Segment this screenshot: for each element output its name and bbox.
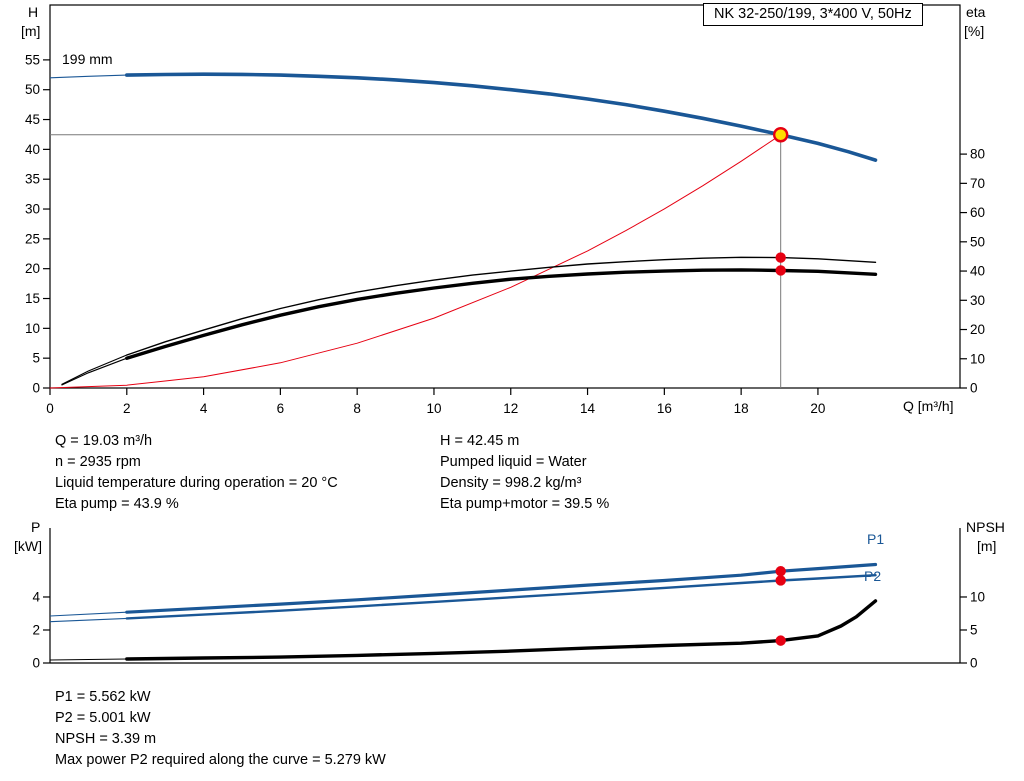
svg-text:40: 40 bbox=[25, 142, 40, 157]
pump-title-box: NK 32-250/199, 3*400 V, 50Hz bbox=[703, 3, 923, 26]
svg-text:4: 4 bbox=[32, 589, 40, 604]
axis-ticks: 0 5 10 15 20 25 30 35 40 45 50 55 0 10 20 30 40 50 60 70 80 0… bbox=[25, 52, 985, 416]
system-curve bbox=[49, 134, 782, 389]
svg-text:30: 30 bbox=[25, 202, 40, 217]
svg-text:2: 2 bbox=[123, 401, 131, 416]
svg-text:20: 20 bbox=[810, 401, 825, 416]
duty-dot bbox=[775, 635, 786, 646]
svg-text:80: 80 bbox=[970, 147, 985, 162]
svg-text:10: 10 bbox=[25, 321, 40, 336]
npsh-curve bbox=[125, 599, 878, 661]
axis-ticks: 0 2 4 0 5 10 bbox=[32, 589, 985, 670]
svg-text:5: 5 bbox=[970, 622, 978, 637]
svg-text:12: 12 bbox=[503, 401, 518, 416]
svg-text:70: 70 bbox=[970, 176, 985, 191]
info-line-q: Q = 19.03 m³/h bbox=[55, 433, 153, 449]
p1-curve-lead bbox=[49, 611, 127, 617]
eta-pump-curve bbox=[126, 256, 877, 356]
svg-text:50: 50 bbox=[25, 82, 40, 97]
h-axis-label: H bbox=[28, 4, 39, 20]
npsh-axis-unit: [m] bbox=[977, 538, 997, 554]
svg-text:0: 0 bbox=[970, 656, 978, 671]
info-line-h: H = 42.45 m bbox=[440, 433, 520, 449]
svg-text:8: 8 bbox=[353, 401, 361, 416]
svg-text:14: 14 bbox=[580, 401, 596, 416]
svg-text:5: 5 bbox=[32, 351, 40, 366]
duty-dot bbox=[775, 252, 786, 263]
svg-text:10: 10 bbox=[970, 589, 985, 604]
duty-point-crosshair bbox=[50, 134, 782, 388]
svg-text:6: 6 bbox=[277, 401, 285, 416]
power-npsh-chart: 0 2 4 0 5 10 bbox=[32, 528, 985, 671]
info-line-eta-pump: Eta pump = 43.9 % bbox=[55, 496, 179, 512]
info-line-density: Density = 998.2 kg/m³ bbox=[440, 475, 582, 491]
info-line-npsh: NPSH = 3.39 m bbox=[55, 731, 157, 747]
info-line-maxp2: Max power P2 required along the curve = … bbox=[55, 752, 386, 768]
svg-text:45: 45 bbox=[25, 112, 40, 127]
svg-text:50: 50 bbox=[970, 234, 985, 249]
info-line-p2: P2 = 5.001 kW bbox=[55, 710, 151, 726]
qh-eta-chart: 0 5 10 15 20 25 30 35 40 45 50 55 0 10 20 30 40 50 60 70 80 0… bbox=[25, 4, 985, 416]
npsh-curve-lead bbox=[49, 658, 127, 661]
svg-text:10: 10 bbox=[426, 401, 441, 416]
svg-text:55: 55 bbox=[25, 52, 40, 67]
eta-pump-motor-curve bbox=[125, 268, 878, 360]
duty-dot bbox=[775, 575, 786, 586]
svg-text:15: 15 bbox=[25, 291, 40, 306]
svg-text:25: 25 bbox=[25, 231, 40, 246]
eta-axis-unit: [%] bbox=[964, 23, 985, 39]
p2-curve bbox=[125, 574, 877, 620]
svg-text:20: 20 bbox=[25, 261, 40, 276]
svg-text:40: 40 bbox=[970, 264, 985, 279]
info-line-p1: P1 = 5.562 kW bbox=[55, 689, 151, 705]
duty-data-right-column: H = 42.45 m Pumped liquid = Water Densit… bbox=[440, 431, 609, 515]
info-line-liquid: Pumped liquid = Water bbox=[440, 454, 587, 470]
head-curve-199mm bbox=[125, 72, 878, 162]
plot-frame bbox=[49, 4, 961, 389]
head-curve-199mm-lead bbox=[49, 74, 127, 79]
impeller-diameter-label: 199 mm bbox=[62, 51, 113, 67]
p-axis-unit: [kW] bbox=[14, 538, 42, 554]
q-axis-label: Q [m³/h] bbox=[903, 398, 954, 414]
duty-dot bbox=[775, 265, 786, 276]
p2-curve-label: P2 bbox=[864, 568, 882, 584]
svg-text:30: 30 bbox=[970, 293, 985, 308]
svg-text:4: 4 bbox=[200, 401, 208, 416]
svg-text:16: 16 bbox=[657, 401, 672, 416]
eta-pump-motor-curve-lead bbox=[61, 357, 127, 386]
svg-text:10: 10 bbox=[970, 351, 985, 366]
power-data-block: P1 = 5.562 kW P2 = 5.001 kW NPSH = 3.39 … bbox=[55, 687, 386, 771]
svg-text:18: 18 bbox=[734, 401, 749, 416]
plot-frame bbox=[49, 528, 961, 664]
svg-text:0: 0 bbox=[970, 381, 978, 396]
svg-text:0: 0 bbox=[32, 381, 40, 396]
p1-curve-label: P1 bbox=[867, 531, 885, 547]
eta-pump-curve-lead bbox=[61, 354, 128, 385]
info-line-temp: Liquid temperature during operation = 20… bbox=[55, 475, 338, 491]
svg-text:60: 60 bbox=[970, 205, 985, 220]
svg-text:2: 2 bbox=[32, 622, 40, 637]
svg-text:0: 0 bbox=[46, 401, 54, 416]
p-axis-label: P bbox=[31, 519, 41, 535]
duty-dot bbox=[775, 566, 786, 577]
npsh-axis-label: NPSH bbox=[966, 519, 1005, 535]
p1-curve bbox=[125, 562, 878, 614]
svg-text:35: 35 bbox=[25, 172, 40, 187]
svg-text:20: 20 bbox=[970, 322, 985, 337]
eta-axis-label: eta bbox=[966, 4, 986, 20]
info-line-n: n = 2935 rpm bbox=[55, 454, 141, 470]
p2-curve-lead bbox=[49, 617, 127, 623]
h-axis-unit: [m] bbox=[21, 23, 41, 39]
info-line-eta-pump-motor: Eta pump+motor = 39.5 % bbox=[440, 496, 610, 512]
svg-text:0: 0 bbox=[32, 656, 40, 671]
duty-point-marker bbox=[772, 127, 789, 143]
duty-data-left-column: Q = 19.03 m³/h n = 2935 rpm Liquid tempe… bbox=[55, 431, 338, 515]
